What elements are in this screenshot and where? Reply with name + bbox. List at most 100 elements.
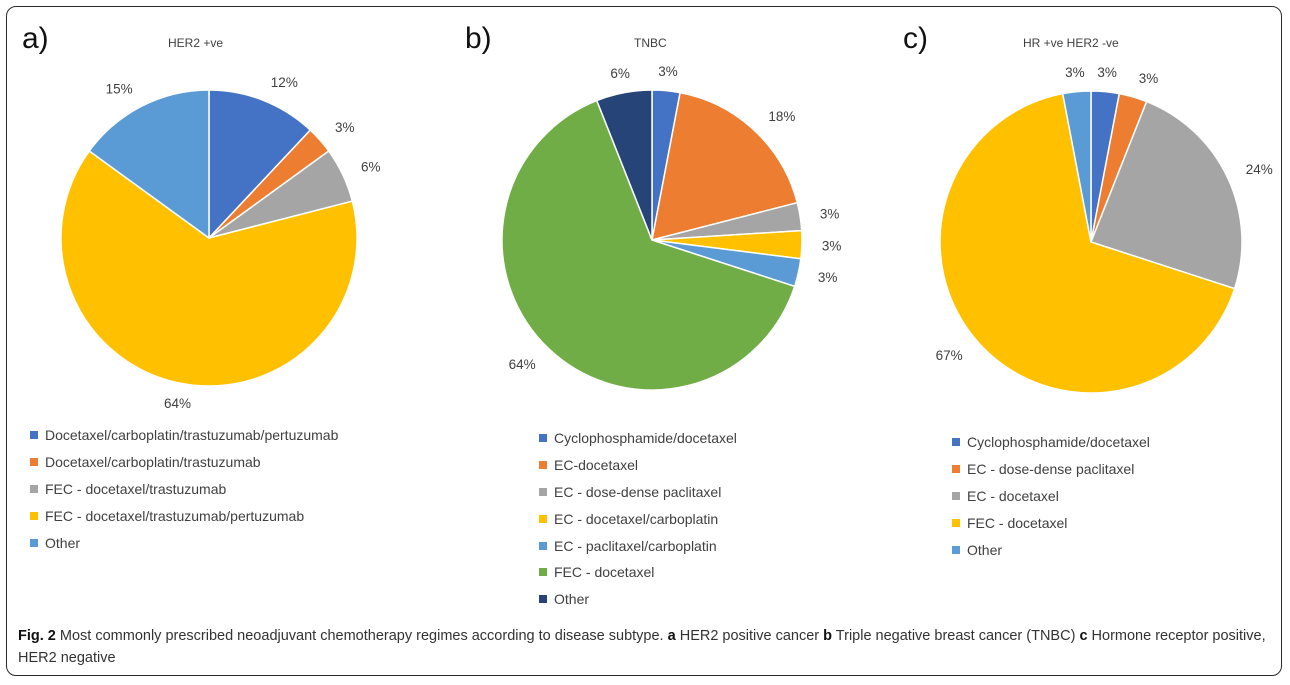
data-label-ec-docetaxel-carboplatin: 3% <box>822 238 842 253</box>
panel-label: a) <box>22 22 49 55</box>
chart-legend: Docetaxel/carboplatin/trastuzumab/pertuz… <box>30 422 338 556</box>
legend-swatch <box>30 431 38 440</box>
legend-label: FEC - docetaxel <box>967 514 1068 531</box>
chart-title: TNBC <box>634 36 667 50</box>
data-label-docetaxel-carboplatin-trastuzumab: 3% <box>335 120 355 135</box>
legend-item: Docetaxel/carboplatin/trastuzumab <box>30 449 338 476</box>
data-label-fec-docetaxel-trastuzumab-pertuzumab: 64% <box>164 396 191 411</box>
pie-chart: 3% 18% 3% 3% 3% 64% 6% <box>501 64 842 391</box>
caption-fig-label: Fig. 2 <box>18 628 56 644</box>
legend-item: FEC - docetaxel/trastuzumab <box>30 476 338 503</box>
pie-slice-ec-docetaxel <box>1090 100 1243 290</box>
pie-slice-docetaxel-carboplatin-trastuzumab-pertuzumab <box>208 89 312 240</box>
legend-item: Cyclophosphamide/docetaxel <box>539 425 737 452</box>
legend-swatch <box>539 514 547 523</box>
data-label-ec-dose-dense-paclitaxel: 3% <box>1139 71 1159 86</box>
pie-slice-fec-docetaxel-trastuzumab-pertuzumab <box>60 149 358 387</box>
legend-item: FEC - docetaxel/trastuzumab/pertuzumab <box>30 502 338 529</box>
data-label-ec-paclitaxel-carboplatin: 3% <box>818 270 838 285</box>
figure-caption: Fig. 2 Most commonly prescribed neoadjuv… <box>18 625 1268 669</box>
legend-item: EC - dose-dense paclitaxel <box>539 479 737 506</box>
legend-label: EC - dose-dense paclitaxel <box>967 461 1135 478</box>
legend-item: EC - docetaxel <box>952 483 1150 510</box>
data-label-fec-docetaxel: 67% <box>936 348 963 363</box>
legend-item: FEC - docetaxel <box>539 559 737 586</box>
chart-panel-b: b) TNBC 3% 18% 3% 3% 3% 64% 6% Cyclophosphamid… <box>430 0 860 640</box>
data-label-fec-docetaxel-trastuzumab: 6% <box>361 160 381 175</box>
data-label-other: 15% <box>106 81 133 96</box>
legend-label: Other <box>45 534 81 551</box>
legend-swatch <box>952 491 960 500</box>
legend-label: Docetaxel/carboplatin/trastuzumab <box>45 454 261 471</box>
caption-text: Most commonly prescribed neoadjuvant che… <box>55 628 668 644</box>
data-label-ec-docetaxel: 24% <box>1246 162 1273 177</box>
caption-label-c: c <box>1079 628 1088 644</box>
legend-label: FEC - docetaxel/trastuzumab <box>45 480 227 497</box>
data-label-cyclophosphamide-docetaxel: 3% <box>658 64 678 79</box>
data-label-ec-dose-dense-paclitaxel: 3% <box>820 206 840 221</box>
legend-label: EC - paclitaxel/carboplatin <box>554 537 717 554</box>
legend-swatch <box>539 434 547 443</box>
legend-item: Other <box>952 536 1150 563</box>
pie-chart: 3% 3% 24% 67% 3% <box>936 65 1273 394</box>
legend-label: EC - docetaxel/carboplatin <box>554 510 719 527</box>
legend-item: EC - dose-dense paclitaxel <box>952 456 1150 483</box>
chart-panel-a: a) HER2 +ve 12% 3% 6% 64% 15% Docetaxel/carb… <box>0 0 430 640</box>
chart-title: HR +ve HER2 -ve <box>1023 36 1119 50</box>
pie-chart: 12% 3% 6% 64% 15% <box>60 75 381 411</box>
data-label-other: 6% <box>610 66 630 81</box>
legend-item: Cyclophosphamide/docetaxel <box>952 429 1150 456</box>
legend-item: Docetaxel/carboplatin/trastuzumab/pertuz… <box>30 422 338 449</box>
legend-swatch <box>30 538 38 547</box>
pie-slice-other <box>1061 90 1092 243</box>
chart-title: HER2 +ve <box>168 36 224 50</box>
caption-text-a: HER2 positive cancer <box>675 628 824 644</box>
data-label-other: 3% <box>1065 65 1085 80</box>
chart-legend: Cyclophosphamide/docetaxel EC-docetaxel EC… <box>539 425 737 613</box>
legend-label: Other <box>554 591 590 608</box>
legend-label: EC - docetaxel <box>967 487 1059 504</box>
legend-item: EC - docetaxel/carboplatin <box>539 505 737 532</box>
legend-swatch <box>30 458 38 467</box>
legend-label: EC - dose-dense paclitaxel <box>554 483 722 500</box>
pie-slice-ec-docetaxel <box>651 91 799 242</box>
pie-slice-fec-docetaxel <box>501 99 796 391</box>
legend-item: EC-docetaxel <box>539 452 737 479</box>
data-label-ec-docetaxel: 18% <box>768 109 795 124</box>
legend-swatch <box>539 461 547 470</box>
legend-swatch <box>539 595 547 604</box>
legend-swatch <box>952 465 960 474</box>
figure-frame <box>6 6 1282 676</box>
pie-slice-other <box>595 89 653 241</box>
legend-swatch <box>952 438 960 447</box>
legend-label: Other <box>967 541 1003 558</box>
panel-label: b) <box>465 22 492 55</box>
caption-label-b: b <box>823 628 833 644</box>
pie-slice-fec-docetaxel <box>939 92 1236 394</box>
legend-label: FEC - docetaxel/trastuzumab/pertuzumab <box>45 507 305 524</box>
caption-label-a: a <box>667 628 676 644</box>
chart-panel-c: c) HR +ve HER2 -ve 3% 3% 24% 67% 3% Cyclopho… <box>860 0 1290 640</box>
panel-label: c) <box>903 22 928 55</box>
caption-text-c: Hormone receptor positive, HER2 negative <box>18 628 1266 666</box>
legend-swatch <box>539 487 547 496</box>
legend-label: Docetaxel/carboplatin/trastuzumab/pertuz… <box>45 427 339 444</box>
chart-legend: Cyclophosphamide/docetaxel EC - dose-dens… <box>952 429 1150 563</box>
legend-swatch <box>952 545 960 554</box>
legend-item: Other <box>539 586 737 613</box>
legend-label: Cyclophosphamide/docetaxel <box>967 434 1150 451</box>
pie-slice-other <box>88 89 210 240</box>
legend-label: EC-docetaxel <box>554 457 639 474</box>
legend-item: Other <box>30 529 338 556</box>
caption-text-b: Triple negative breast cancer (TNBC) <box>832 628 1080 644</box>
legend-swatch <box>539 568 547 577</box>
legend-swatch <box>952 518 960 527</box>
legend-swatch <box>539 541 547 550</box>
data-label-docetaxel-carboplatin-trastuzumab-pertuzumab: 12% <box>271 75 298 90</box>
data-label-fec-docetaxel: 64% <box>509 357 536 372</box>
legend-item: FEC - docetaxel <box>952 509 1150 536</box>
legend-swatch <box>30 511 38 520</box>
data-label-cyclophosphamide-docetaxel: 3% <box>1097 65 1117 80</box>
legend-item: EC - paclitaxel/carboplatin <box>539 532 737 559</box>
legend-swatch <box>30 484 38 493</box>
